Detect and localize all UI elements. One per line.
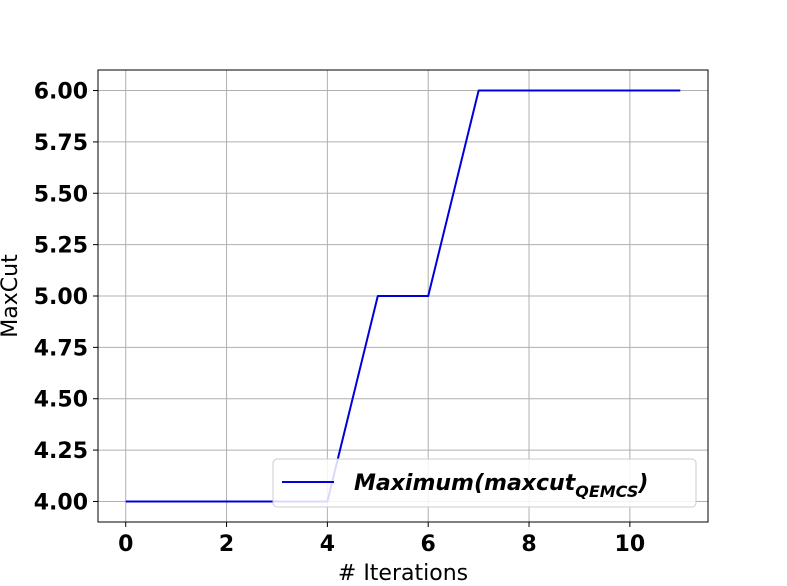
legend-entry: Maximum(maxcutQEMCS) bbox=[354, 471, 648, 501]
series-layer bbox=[125, 89, 681, 503]
y-tick-label: 5.75 bbox=[34, 131, 88, 156]
x-tick-label: 4 bbox=[320, 532, 335, 557]
y-axis: 4.00 4.25 4.50 4.75 5.00 5.25 5.50 5.75 6.00 bbox=[34, 80, 98, 515]
x-tick-label: 6 bbox=[421, 532, 436, 557]
y-tick-label: 5.25 bbox=[34, 234, 88, 259]
x-tick-label: 0 bbox=[118, 532, 133, 557]
legend-entry-name: Maximum(maxcut bbox=[354, 471, 577, 496]
y-axis-label: MaxCut bbox=[0, 254, 23, 338]
x-tick-label: 10 bbox=[615, 532, 646, 557]
grid bbox=[98, 70, 708, 522]
y-tick-label: 4.25 bbox=[34, 439, 88, 464]
legend-entry-subscript: QEMCS bbox=[575, 482, 638, 501]
x-axis-label: # Iterations bbox=[338, 561, 468, 586]
legend-box bbox=[272, 458, 697, 508]
y-tick-label: 5.50 bbox=[34, 182, 88, 207]
y-tick-label: 4.00 bbox=[34, 490, 88, 515]
x-axis: 0 2 4 6 8 10 bbox=[118, 522, 645, 557]
y-tick-label: 4.50 bbox=[34, 388, 88, 413]
x-tick-label: 8 bbox=[521, 532, 536, 557]
legend-entry-suffix: ) bbox=[637, 471, 648, 496]
legend: Maximum(maxcutQEMCS) bbox=[272, 458, 697, 508]
y-tick-label: 4.75 bbox=[34, 336, 88, 361]
y-tick-label: 6.00 bbox=[34, 80, 88, 105]
series-line bbox=[125, 89, 681, 503]
x-tick-label: 2 bbox=[219, 532, 234, 557]
y-tick-label: 5.00 bbox=[34, 285, 88, 310]
